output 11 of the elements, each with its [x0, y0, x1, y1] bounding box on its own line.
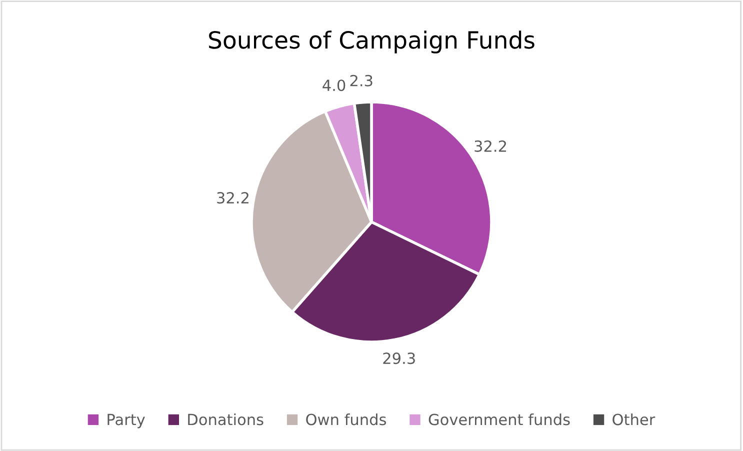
legend-label: Donations	[188, 413, 264, 426]
data-label: 32.2	[217, 192, 248, 204]
legend-label: Other	[612, 413, 656, 426]
data-label: 29.3	[383, 352, 415, 364]
data-label: 2.3	[350, 74, 372, 86]
data-label: 32.2	[474, 140, 506, 152]
legend-label: Own funds	[306, 413, 386, 426]
data-label: 4.0	[322, 80, 346, 92]
legend-label: Party	[108, 414, 145, 428]
legend-label: Government funds	[428, 413, 570, 426]
chart-title: Sources of Campaign Funds	[209, 30, 534, 54]
